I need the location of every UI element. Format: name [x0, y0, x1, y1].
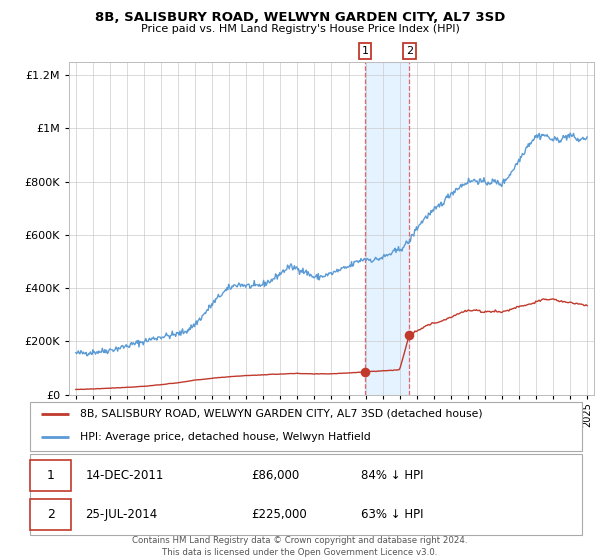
Text: 63% ↓ HPI: 63% ↓ HPI: [361, 508, 424, 521]
Text: Price paid vs. HM Land Registry's House Price Index (HPI): Price paid vs. HM Land Registry's House …: [140, 24, 460, 34]
FancyBboxPatch shape: [30, 460, 71, 491]
Text: 1: 1: [361, 46, 368, 56]
Point: [360, 367, 370, 376]
FancyBboxPatch shape: [30, 402, 582, 451]
Text: Contains HM Land Registry data © Crown copyright and database right 2024.
This d: Contains HM Land Registry data © Crown c…: [132, 536, 468, 557]
FancyBboxPatch shape: [30, 454, 582, 535]
Text: 25-JUL-2014: 25-JUL-2014: [85, 508, 157, 521]
Point: [404, 330, 414, 339]
Bar: [365, 62, 409, 395]
Text: HPI: Average price, detached house, Welwyn Hatfield: HPI: Average price, detached house, Welw…: [80, 432, 370, 442]
FancyBboxPatch shape: [30, 499, 71, 530]
Text: 2: 2: [47, 508, 55, 521]
Text: 8B, SALISBURY ROAD, WELWYN GARDEN CITY, AL7 3SD: 8B, SALISBURY ROAD, WELWYN GARDEN CITY, …: [95, 11, 505, 24]
Text: 1: 1: [47, 469, 55, 482]
Text: 14-DEC-2011: 14-DEC-2011: [85, 469, 164, 482]
Text: 8B, SALISBURY ROAD, WELWYN GARDEN CITY, AL7 3SD (detached house): 8B, SALISBURY ROAD, WELWYN GARDEN CITY, …: [80, 409, 482, 419]
Text: £86,000: £86,000: [251, 469, 299, 482]
Text: 84% ↓ HPI: 84% ↓ HPI: [361, 469, 424, 482]
Text: 2: 2: [406, 46, 413, 56]
Text: £225,000: £225,000: [251, 508, 307, 521]
